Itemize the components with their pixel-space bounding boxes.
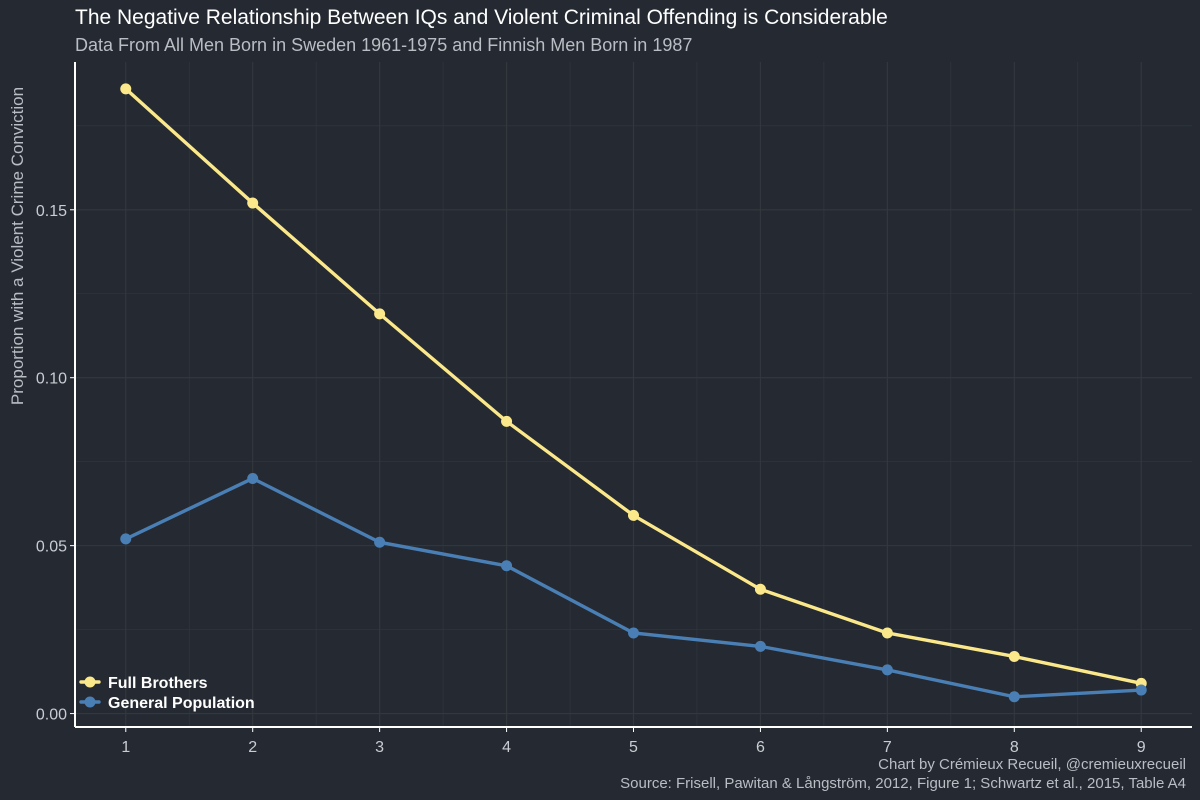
data-point [247,472,259,484]
legend-marker [84,676,96,688]
x-tick-label: 1 [121,739,130,756]
legend-marker [84,696,96,708]
axes: 0.00 0.05 0.10 0.15 1 2 3 4 5 6 7 8 9 [36,62,1192,756]
x-tick-label: 7 [883,739,892,756]
data-point [120,533,132,545]
data-point [754,583,766,595]
data-point [247,197,259,209]
legend: Full Brothers General Population [79,675,255,712]
series-full-brothers [120,83,1147,689]
data-point [120,83,132,95]
data-point [1008,691,1020,703]
y-tick-label: 0.10 [36,371,67,388]
x-tick-label: 9 [1137,739,1146,756]
x-tick-label: 6 [756,739,765,756]
x-tick-label: 8 [1010,739,1019,756]
x-tick-label: 4 [502,739,511,756]
legend-item: Full Brothers [79,675,208,692]
data-point [374,536,386,548]
y-tick-label: 0.00 [36,707,67,724]
y-tick-label: 0.05 [36,539,67,556]
x-tick-label: 2 [248,739,257,756]
data-point [881,664,893,676]
data-point [374,308,386,320]
x-tick-label: 5 [629,739,638,756]
data-point [1135,684,1147,696]
y-tick-label: 0.15 [36,203,67,220]
data-point [628,509,639,521]
legend-label: Full Brothers [108,675,208,692]
legend-label: General Population [108,695,255,712]
data-point [501,415,513,427]
chart-credit: Chart by Crémieux Recueil, @cremieuxrecu… [878,756,1186,773]
chart-source: Source: Frisell, Pawitan & Långström, 20… [620,775,1186,792]
series [120,83,1147,703]
data-point [501,560,513,572]
legend-item: General Population [79,695,255,712]
chart-subtitle: Data From All Men Born in Sweden 1961-19… [75,35,693,55]
x-tick-label: 3 [375,739,384,756]
data-point [628,627,639,639]
series-general-population [120,472,1147,703]
chart-title: The Negative Relationship Between IQs an… [75,6,888,29]
data-point [1008,650,1020,662]
grid-lines [75,62,1192,727]
data-point [754,640,766,652]
data-point [881,627,893,639]
